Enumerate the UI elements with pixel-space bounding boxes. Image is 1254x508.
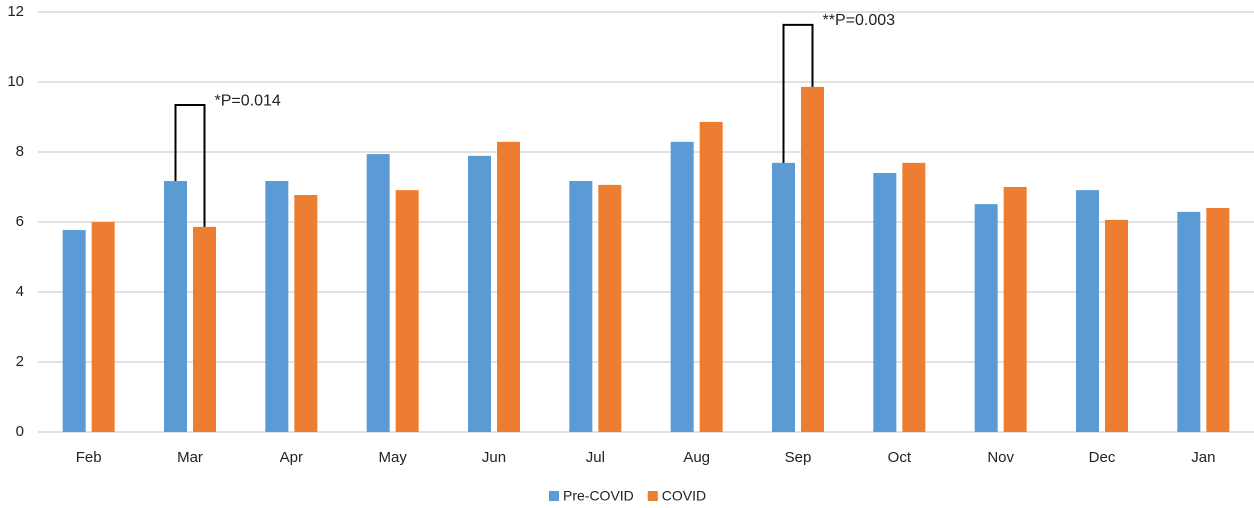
y-tick-label: 10 bbox=[7, 73, 24, 90]
bar bbox=[468, 155, 491, 432]
bar bbox=[1076, 190, 1099, 432]
y-tick-label: 0 bbox=[16, 423, 24, 440]
bar bbox=[670, 141, 694, 432]
legend-swatch bbox=[647, 491, 658, 501]
x-tick-label: Apr bbox=[280, 449, 303, 466]
bar bbox=[902, 162, 926, 432]
bar bbox=[1105, 219, 1128, 432]
y-tick-label: 12 bbox=[7, 3, 24, 20]
bar bbox=[366, 154, 390, 432]
x-tick-label: Jul bbox=[586, 449, 605, 466]
y-tick-label: 8 bbox=[16, 143, 24, 160]
significance-bracket bbox=[782, 23, 814, 163]
y-tick-label: 4 bbox=[16, 283, 24, 300]
x-tick-label: Dec bbox=[1089, 449, 1116, 466]
bar bbox=[598, 184, 622, 432]
legend-swatch bbox=[549, 491, 559, 501]
bar bbox=[164, 181, 187, 432]
bar bbox=[395, 190, 419, 432]
bar bbox=[497, 141, 520, 432]
bar bbox=[801, 86, 824, 433]
x-tick-label: Jun bbox=[482, 449, 506, 466]
bar bbox=[294, 195, 318, 432]
x-tick-label: Mar bbox=[177, 449, 203, 466]
x-tick-label: Sep bbox=[785, 449, 812, 466]
y-tick-label: 6 bbox=[16, 213, 24, 230]
x-tick-label: Aug bbox=[683, 449, 710, 466]
y-tick-label: 2 bbox=[16, 353, 24, 370]
x-tick-label: Jan bbox=[1191, 449, 1215, 466]
bar bbox=[193, 226, 216, 432]
bar bbox=[91, 222, 115, 432]
annotation: **P=0.003 bbox=[823, 12, 896, 29]
x-tick-label: Nov bbox=[987, 449, 1014, 466]
bar bbox=[265, 181, 289, 432]
legend-label: COVID bbox=[662, 488, 706, 504]
bar bbox=[873, 173, 897, 432]
significance-bracket bbox=[174, 104, 206, 227]
legend-label: Pre-COVID bbox=[563, 488, 634, 504]
bar bbox=[569, 181, 593, 432]
bar bbox=[772, 162, 795, 432]
bar bbox=[1177, 211, 1201, 432]
x-tick-label: Feb bbox=[76, 449, 102, 466]
bar bbox=[62, 230, 86, 432]
x-tick-label: May bbox=[378, 449, 407, 466]
annotation: *P=0.014 bbox=[215, 92, 281, 109]
bar bbox=[974, 204, 998, 432]
x-tick-label: Oct bbox=[888, 449, 912, 466]
bar bbox=[1206, 208, 1230, 432]
bar bbox=[1003, 187, 1027, 432]
bar bbox=[699, 121, 723, 433]
